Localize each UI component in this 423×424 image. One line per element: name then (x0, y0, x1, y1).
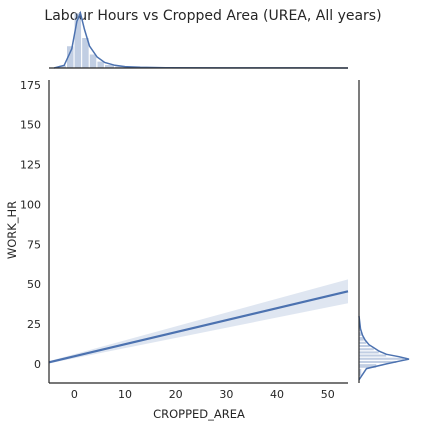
y-tick-label: 100 (20, 198, 41, 211)
y-tick-label: 150 (20, 119, 41, 132)
y-marginal-hist-bar (358, 354, 387, 358)
y-tick-label: 75 (27, 238, 41, 251)
y-tick-label: 175 (20, 79, 41, 92)
x-axis-label: CROPPED_AREA (153, 407, 245, 421)
right-marginal-distribution (358, 80, 410, 383)
y-marginal-hist-bar (358, 350, 380, 354)
y-tick-label: 50 (27, 278, 41, 291)
chart-title: Labour Hours vs Cropped Area (UREA, All … (44, 8, 381, 24)
y-marginal-hist-bar (358, 341, 367, 345)
x-tick-label: 40 (270, 388, 284, 401)
top-marginal-distribution (49, 10, 349, 69)
x-tick-label: 30 (219, 388, 233, 401)
x-tick-label: 10 (118, 388, 132, 401)
y-tick-label: 25 (27, 318, 41, 331)
x-marginal-hist-bar (89, 54, 97, 69)
y-axis-label: WORK_HR (5, 201, 19, 259)
y-marginal-hist-bar (358, 357, 405, 361)
x-marginal-hist-bar (74, 12, 82, 69)
y-marginal-hist-bar (358, 347, 375, 351)
x-tick-label: 20 (169, 388, 183, 401)
y-marginal-hist-bar (358, 344, 371, 348)
y-tick-label: 125 (20, 159, 41, 172)
x-tick-label: 50 (321, 388, 335, 401)
regression-line (48, 290, 349, 364)
x-marginal-hist-bar (96, 61, 105, 69)
confidence-band (49, 279, 348, 364)
y-tick-label: 0 (34, 358, 41, 371)
main-plot-area: 0 10 20 30 40 50 0 25 50 75 100 125 150 175 (20, 79, 349, 401)
x-tick-label: 0 (71, 388, 78, 401)
y-marginal-kde-line (358, 315, 410, 381)
